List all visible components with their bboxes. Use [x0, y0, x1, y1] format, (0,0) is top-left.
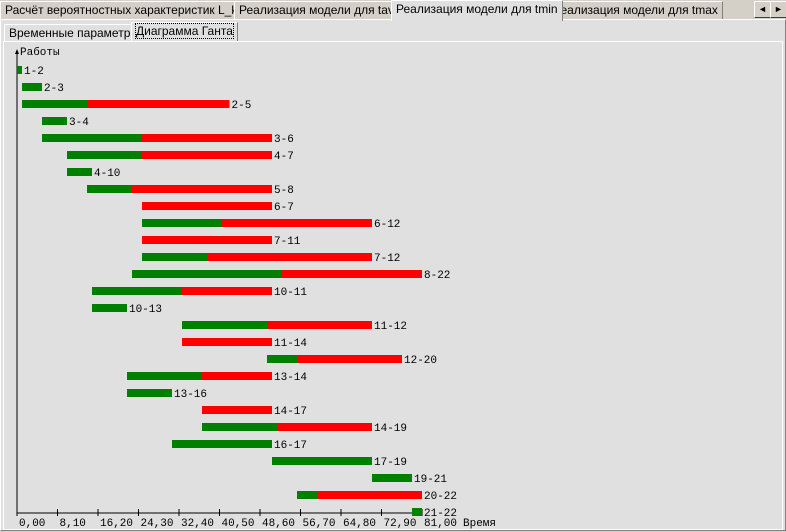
- task-label: 6-7: [274, 202, 294, 214]
- y-axis-arrow: [15, 49, 19, 54]
- bar-duration: [92, 304, 127, 312]
- bar-reserve: [142, 236, 272, 244]
- bar-reserve: [297, 355, 402, 363]
- bar-duration: [42, 117, 67, 125]
- task-label: 14-17: [274, 406, 307, 418]
- bar-duration: [202, 423, 277, 431]
- bar-duration: [127, 389, 172, 397]
- tab-tmin[interactable]: Реализация модели для tmin: [391, 0, 563, 21]
- task-label: 3-6: [274, 134, 294, 146]
- x-tick-label: 81,00: [424, 518, 457, 530]
- subtab-gantt[interactable]: Диаграмма Ганта: [131, 22, 238, 41]
- bar-duration: [67, 168, 92, 176]
- task-label: 4-10: [94, 168, 120, 180]
- tab-tavg[interactable]: Реализация модели для tavg: [234, 1, 406, 19]
- bar-reserve: [87, 100, 230, 108]
- task-label: 7-12: [374, 253, 400, 265]
- task-label: 3-4: [69, 117, 89, 129]
- bar-reserve: [142, 151, 272, 159]
- task-label: 2-3: [44, 83, 64, 95]
- task-label: 11-14: [274, 338, 307, 350]
- bar-duration: [22, 83, 42, 91]
- task-label: 13-16: [174, 389, 207, 401]
- y-axis-label: Работы: [20, 46, 60, 59]
- task-label: 6-12: [374, 219, 400, 231]
- x-tick-label: 24,30: [141, 518, 174, 530]
- bar-reserve: [277, 423, 372, 431]
- bar-reserve: [202, 372, 272, 380]
- task-label: 11-12: [374, 321, 407, 333]
- x-tick-label: 8,10: [60, 518, 86, 530]
- bar-reserve: [182, 287, 272, 295]
- bar-duration: [297, 491, 317, 499]
- task-label: 10-13: [129, 304, 162, 316]
- bar-duration: [412, 508, 422, 516]
- tab-panel: Временные параметры Диаграмма Ганта Рабо…: [0, 19, 786, 531]
- subtab-gantt-label: Диаграмма Ганта: [135, 23, 234, 39]
- bar-reserve: [182, 338, 272, 346]
- task-label: 19-21: [414, 474, 447, 486]
- bar-reserve: [267, 321, 372, 329]
- gantt-chart: Работы Время 0,00 8,10 16,20 24,30 32,40 40,5…: [3, 41, 783, 530]
- task-label: 4-7: [274, 151, 294, 163]
- main-tabs: Расчёт вероятностных характеристик L_kp …: [0, 0, 786, 21]
- task-label: 1-2: [24, 66, 44, 78]
- x-tick-label: 16,20: [100, 518, 133, 530]
- bar-duration: [92, 287, 182, 295]
- task-label: 5-8: [274, 185, 294, 197]
- bar-reserve: [317, 491, 422, 499]
- task-label: 14-19: [374, 423, 407, 435]
- task-label: 13-14: [274, 372, 307, 384]
- bar-duration: [132, 270, 282, 278]
- bar-reserve: [142, 202, 272, 210]
- bar-duration: [142, 253, 207, 261]
- x-tick-label: 0,00: [19, 518, 45, 530]
- bar-duration: [182, 321, 267, 329]
- task-label: 8-22: [424, 270, 450, 282]
- task-label: 20-22: [424, 491, 457, 503]
- task-label: 21-22: [424, 508, 457, 520]
- task-label: 16-17: [274, 440, 307, 452]
- bar-duration: [87, 185, 132, 193]
- bar-reserve: [142, 134, 272, 142]
- x-tick-label: 48,60: [262, 518, 295, 530]
- bar-reserve: [132, 185, 272, 193]
- tab-probability[interactable]: Расчёт вероятностных характеристик L_kp: [0, 1, 250, 19]
- task-label: 17-19: [374, 457, 407, 469]
- subtab-time-params[interactable]: Временные параметры: [4, 24, 145, 41]
- bar-duration: [22, 100, 87, 108]
- bar-duration: [372, 474, 412, 482]
- tab-tmax[interactable]: Реализация модели для tmax: [548, 1, 723, 19]
- bar-duration: [17, 66, 22, 74]
- x-tick-label: 32,40: [181, 518, 214, 530]
- bar-reserve: [222, 219, 372, 227]
- task-label: 7-11: [274, 236, 301, 248]
- task-label: 2-5: [232, 100, 252, 112]
- scroll-right-button[interactable]: ►: [770, 1, 786, 18]
- bar-duration: [142, 219, 222, 227]
- bar-reserve: [202, 406, 272, 414]
- x-tick-label: 56,70: [303, 518, 336, 530]
- task-label: 10-11: [274, 287, 307, 299]
- x-tick-label: 64,80: [343, 518, 376, 530]
- bar-reserve: [207, 253, 372, 261]
- bar-duration: [127, 372, 202, 380]
- x-tick-label: 72,90: [384, 518, 417, 530]
- bar-duration: [272, 457, 372, 465]
- x-axis-label: Время: [463, 518, 496, 530]
- x-tick-label: 40,50: [222, 518, 255, 530]
- bar-reserve: [282, 270, 422, 278]
- bar-duration: [172, 440, 272, 448]
- bar-duration: [267, 355, 297, 363]
- bar-duration: [42, 134, 142, 142]
- task-label: 12-20: [404, 355, 437, 367]
- bar-duration: [67, 151, 142, 159]
